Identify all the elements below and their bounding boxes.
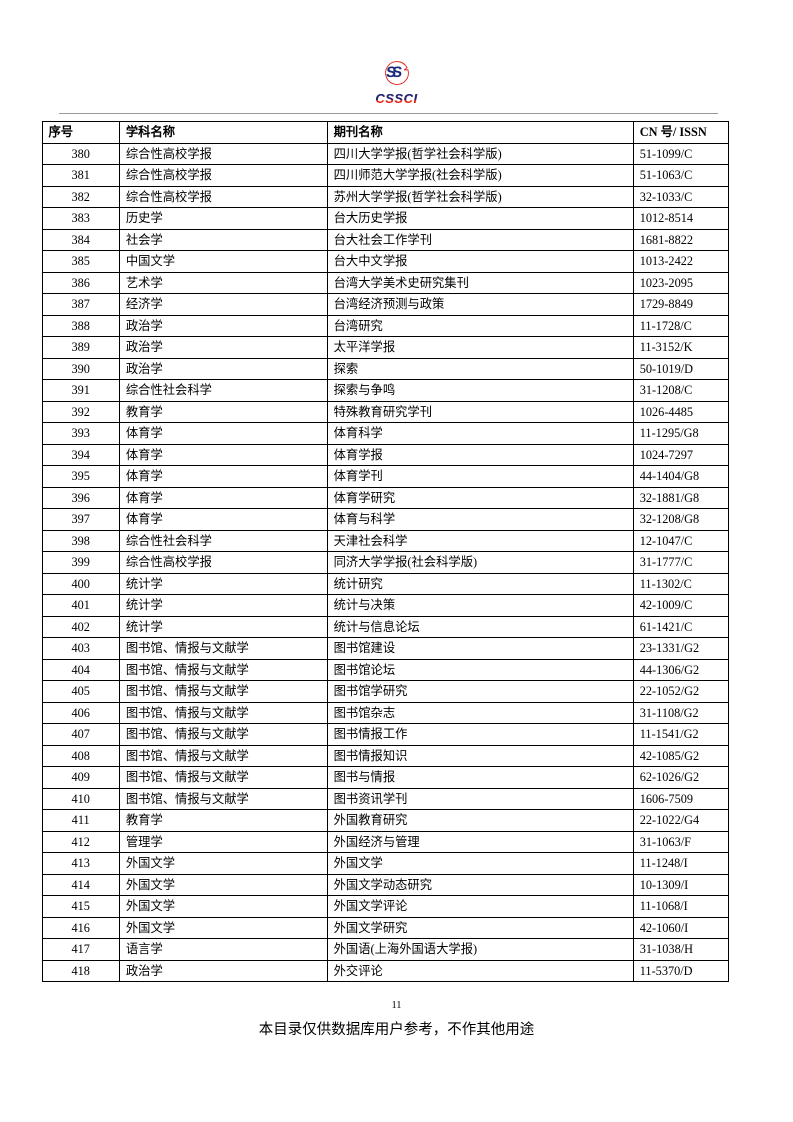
svg-text:S: S xyxy=(391,64,403,81)
